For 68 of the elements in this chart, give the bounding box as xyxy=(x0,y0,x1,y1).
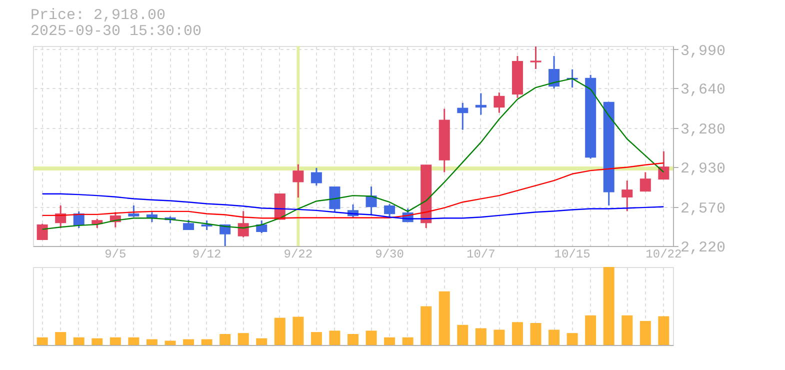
bar xyxy=(512,322,523,345)
bar xyxy=(548,330,560,345)
chart-subtitle: 2025-09-30 15:30:00 xyxy=(30,22,202,40)
candlestick xyxy=(658,150,670,180)
x-tick-label: 9/12 xyxy=(192,248,222,262)
bar xyxy=(366,330,377,345)
y-tick-label: 2,220 xyxy=(680,240,726,256)
bar xyxy=(201,339,212,345)
bar xyxy=(622,315,633,345)
bar xyxy=(475,328,486,345)
y-tick-label: 2,570 xyxy=(680,200,726,218)
bar xyxy=(73,337,84,345)
candlestick xyxy=(457,102,468,131)
bar xyxy=(310,332,322,345)
bar xyxy=(658,316,670,345)
bar xyxy=(36,337,48,345)
bar xyxy=(420,306,432,345)
x-tick-label: 9/5 xyxy=(104,248,126,262)
candlestick xyxy=(475,92,486,116)
x-tick-label: 9/30 xyxy=(375,248,404,262)
x-tick-label: 10/22 xyxy=(646,248,682,262)
bar xyxy=(183,339,194,345)
bar xyxy=(438,291,450,345)
bar xyxy=(238,333,249,345)
x-tick-label: 9/22 xyxy=(284,248,313,262)
bar xyxy=(146,339,158,345)
candlestick xyxy=(238,210,249,238)
bar xyxy=(92,338,103,345)
bar xyxy=(585,315,596,345)
candlestick xyxy=(384,203,396,218)
candlestick xyxy=(256,220,268,234)
bar xyxy=(566,333,578,345)
candlestick xyxy=(36,223,48,241)
bar xyxy=(164,340,176,345)
candlestick xyxy=(622,180,633,212)
bar xyxy=(384,337,396,345)
candlestick xyxy=(640,171,651,192)
candlestick xyxy=(292,164,304,198)
chart-title: Price: 2,918.00 xyxy=(30,6,166,24)
bar xyxy=(457,324,468,345)
candlestick xyxy=(310,167,322,186)
y-tick-label: 3,990 xyxy=(680,42,726,60)
x-tick-label: 10/7 xyxy=(466,248,496,262)
bar xyxy=(292,316,304,345)
bar xyxy=(402,337,414,345)
bar xyxy=(640,321,651,345)
bar xyxy=(530,323,542,345)
candlestick xyxy=(92,218,103,229)
candlestick xyxy=(329,186,340,212)
candlestick xyxy=(530,46,542,70)
bar xyxy=(128,337,140,345)
x-tick-label: 10/15 xyxy=(554,248,590,262)
candlestick xyxy=(128,204,140,218)
y-tick-label: 3,280 xyxy=(680,122,726,139)
bar xyxy=(329,330,340,345)
y-tick-label: 2,930 xyxy=(680,160,726,178)
bar xyxy=(110,337,121,345)
candlestick xyxy=(201,220,212,231)
bar xyxy=(55,332,66,345)
bar xyxy=(220,334,231,345)
bar xyxy=(603,267,614,345)
candlestick xyxy=(548,55,560,90)
bar xyxy=(348,334,358,345)
candlestick xyxy=(494,92,505,114)
y-tick-label: 3,640 xyxy=(680,82,726,99)
bar xyxy=(256,338,268,345)
bar xyxy=(274,318,286,345)
bar xyxy=(494,330,505,345)
